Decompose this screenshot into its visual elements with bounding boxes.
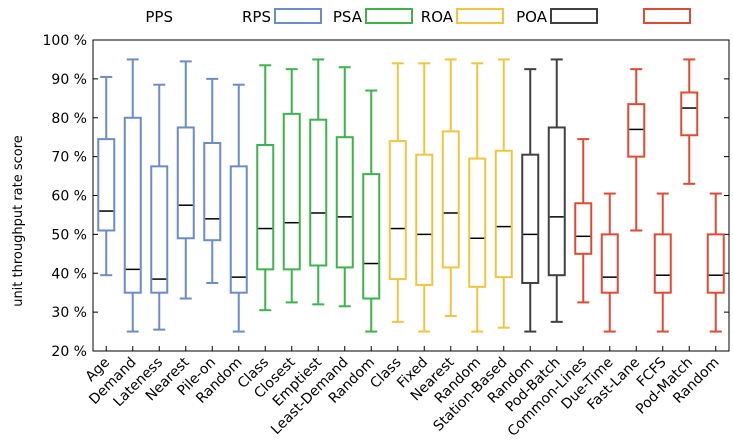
iqr-box bbox=[441, 130, 460, 269]
iqr-box bbox=[680, 91, 699, 137]
box-9 bbox=[335, 66, 354, 308]
box-3 bbox=[176, 60, 195, 300]
box-14 bbox=[468, 62, 487, 333]
box-7 bbox=[282, 68, 301, 304]
iqr-box bbox=[521, 153, 540, 284]
legend-swatch bbox=[365, 8, 413, 24]
box-2 bbox=[150, 83, 169, 331]
legend-label: ROA bbox=[421, 8, 454, 26]
box-13 bbox=[441, 58, 460, 318]
y-tick-label: 20 % bbox=[51, 344, 87, 360]
box-16 bbox=[521, 68, 540, 333]
box-21 bbox=[653, 192, 672, 333]
box-23 bbox=[706, 192, 725, 333]
iqr-box bbox=[309, 118, 328, 267]
box-12 bbox=[415, 62, 434, 333]
iqr-box bbox=[706, 233, 725, 294]
x-axis: AgeDemandLatenessNearestPile-onRandomCla… bbox=[83, 346, 723, 440]
y-tick-label: 50 % bbox=[51, 227, 87, 243]
legend-label: RPS bbox=[242, 8, 271, 26]
iqr-box bbox=[256, 143, 275, 271]
legend-swatch bbox=[456, 8, 504, 24]
iqr-box bbox=[97, 138, 116, 232]
iqr-box bbox=[547, 126, 566, 277]
iqr-box bbox=[494, 149, 513, 279]
iqr-box bbox=[468, 157, 487, 288]
box-6 bbox=[256, 64, 275, 312]
iqr-box bbox=[600, 233, 619, 294]
iqr-box bbox=[362, 173, 381, 300]
iqr-box bbox=[229, 165, 248, 294]
y-axis: 20 % 30 % 40 % 50 % 60 % 70 % 80 % 90 % 100 % bbox=[43, 33, 729, 360]
legend-swatch bbox=[643, 8, 691, 24]
box-1 bbox=[123, 58, 142, 333]
legend-label: PPS bbox=[145, 8, 173, 26]
box-11 bbox=[388, 62, 407, 323]
iqr-box bbox=[176, 126, 195, 240]
box-8 bbox=[309, 58, 328, 306]
iqr-box bbox=[574, 202, 593, 255]
y-tick-label: 30 % bbox=[51, 305, 87, 321]
iqr-box bbox=[335, 136, 354, 269]
y-tick-label: 100 % bbox=[43, 33, 87, 49]
iqr-box bbox=[653, 233, 672, 294]
iqr-box bbox=[123, 116, 142, 294]
box-4 bbox=[203, 77, 222, 284]
y-tick-label: 90 % bbox=[51, 72, 87, 88]
y-tick-label: 40 % bbox=[51, 266, 87, 282]
box-20 bbox=[627, 68, 646, 232]
y-axis-label: unit throughput rate score bbox=[11, 135, 26, 307]
box-0 bbox=[97, 75, 116, 277]
box-10 bbox=[362, 89, 381, 333]
y-tick-label: 60 % bbox=[51, 189, 87, 205]
box-15 bbox=[494, 58, 513, 329]
iqr-box bbox=[388, 140, 407, 281]
legend: PPS RPS PSA ROA POA bbox=[145, 8, 691, 26]
iqr-box bbox=[150, 165, 169, 294]
y-tick-label: 80 % bbox=[51, 111, 87, 127]
iqr-box bbox=[627, 103, 646, 158]
box-5 bbox=[229, 83, 248, 333]
box-17 bbox=[547, 58, 566, 323]
iqr-box bbox=[282, 112, 301, 271]
legend-label: POA bbox=[516, 8, 548, 26]
legend-swatch bbox=[274, 8, 322, 24]
iqr-box bbox=[415, 153, 434, 286]
y-tick-label: 70 % bbox=[51, 150, 87, 166]
iqr-box bbox=[203, 142, 222, 242]
box-18 bbox=[574, 138, 593, 304]
legend-swatch bbox=[550, 8, 598, 24]
box-22 bbox=[680, 58, 699, 185]
box-series bbox=[97, 58, 725, 333]
box-19 bbox=[600, 192, 619, 333]
legend-label: PSA bbox=[333, 8, 363, 26]
